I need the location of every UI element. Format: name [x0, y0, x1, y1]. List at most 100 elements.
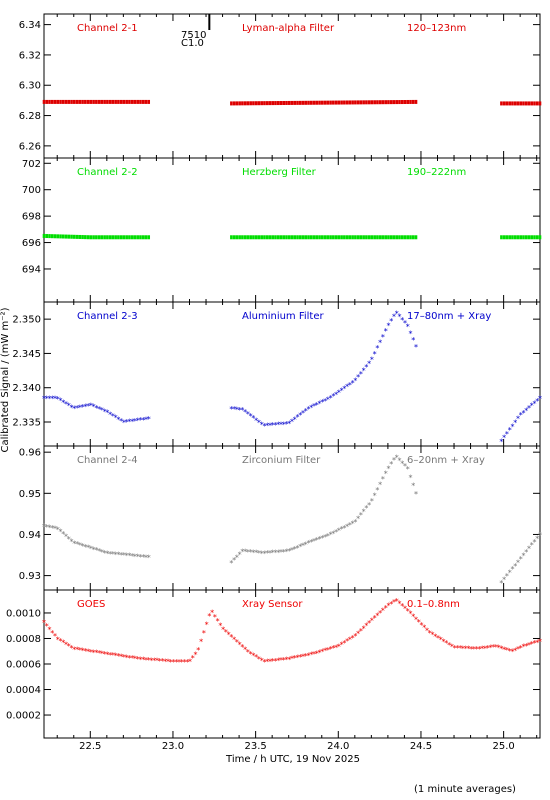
data-point: *	[513, 646, 517, 655]
data-point: *	[516, 415, 520, 424]
data-point: *	[50, 395, 54, 404]
data-point: *	[229, 633, 233, 642]
data-point	[332, 235, 335, 240]
data-point	[241, 101, 244, 106]
panel-3-band-label: 17–80nm + Xray	[407, 311, 491, 322]
data-point: *	[477, 645, 481, 654]
data-point: *	[136, 417, 140, 426]
data-point	[340, 235, 343, 240]
data-point: *	[535, 638, 539, 647]
data-point: *	[353, 632, 357, 641]
data-point	[147, 99, 151, 104]
data-point	[45, 234, 49, 239]
data-point: *	[364, 504, 368, 513]
footnote: (1 minute averages)	[414, 784, 516, 795]
data-point	[139, 235, 142, 240]
panel-4-filter-label: Zirconium Filter	[242, 455, 321, 466]
panel-1-frame	[43, 13, 541, 159]
data-point	[133, 235, 137, 240]
data-point: *	[158, 657, 162, 666]
data-point: *	[235, 406, 239, 415]
data-point: *	[532, 538, 536, 547]
data-point: *	[227, 630, 231, 639]
data-point: *	[340, 641, 344, 650]
data-point: *	[329, 531, 333, 540]
data-point: *	[273, 549, 277, 558]
panel-5-band-label: 0.1–0.8nm	[407, 599, 460, 610]
x-axis-title: Time / h UTC, 19 Nov 2025	[225, 754, 360, 765]
data-point: *	[260, 657, 264, 666]
data-point	[59, 99, 62, 104]
data-point	[409, 235, 412, 240]
data-point: *	[389, 460, 393, 469]
data-point: *	[320, 534, 324, 543]
data-point	[274, 101, 277, 106]
data-point: *	[138, 655, 142, 664]
data-point: *	[400, 459, 404, 468]
y-tick-label: 0.0008	[6, 634, 41, 645]
data-point: *	[516, 645, 520, 654]
data-point: *	[373, 491, 377, 500]
data-point	[530, 101, 534, 106]
data-point: *	[119, 653, 123, 662]
data-point: *	[290, 655, 294, 664]
data-point: *	[83, 543, 87, 552]
data-point: *	[53, 395, 57, 404]
data-point: *	[406, 607, 410, 616]
y-tick-label: 2.345	[12, 349, 41, 360]
data-point	[522, 101, 525, 106]
data-point: *	[293, 654, 297, 663]
panel-2-channel-label: Channel 2-2	[77, 167, 138, 178]
data-point	[42, 99, 46, 104]
data-point	[78, 234, 82, 239]
data-point	[64, 234, 68, 239]
data-point: *	[61, 639, 65, 648]
data-point: *	[320, 398, 324, 407]
data-point: *	[290, 546, 294, 555]
panel-5-filter-label: Xray Sensor	[242, 599, 303, 610]
data-point: *	[530, 402, 534, 411]
data-point	[505, 101, 509, 106]
data-point: *	[334, 643, 338, 652]
data-point	[89, 235, 93, 240]
y-tick-label: 0.0004	[6, 685, 41, 696]
data-point: *	[538, 531, 542, 540]
data-point: *	[89, 545, 93, 554]
data-point	[389, 235, 393, 240]
data-point: *	[122, 551, 126, 560]
data-point	[345, 235, 349, 240]
data-point: *	[191, 654, 195, 663]
data-point: *	[194, 650, 198, 659]
data-point: *	[323, 647, 327, 656]
data-point: *	[130, 552, 134, 561]
data-point: *	[356, 515, 360, 524]
data-point: *	[86, 544, 90, 553]
data-point	[254, 101, 258, 106]
data-point: *	[411, 612, 415, 621]
data-point	[370, 235, 374, 240]
data-point	[403, 100, 407, 105]
data-point: *	[359, 511, 363, 520]
data-point: *	[268, 657, 272, 666]
data-point: *	[290, 417, 294, 426]
data-point	[230, 235, 233, 240]
data-point: *	[510, 647, 514, 656]
data-point: *	[100, 406, 104, 415]
data-point: *	[508, 426, 512, 435]
y-tick-label: 6.26	[19, 141, 41, 152]
data-point	[362, 100, 365, 105]
data-point: *	[138, 553, 142, 562]
data-point: *	[246, 410, 250, 419]
data-point: *	[420, 621, 424, 630]
data-point: *	[472, 645, 476, 654]
data-point: *	[64, 640, 68, 649]
data-point	[411, 99, 415, 104]
y-tick-label: 0.0010	[6, 608, 41, 619]
data-point: *	[103, 650, 107, 659]
data-point: *	[431, 631, 435, 640]
data-point	[315, 235, 319, 240]
data-point	[130, 99, 134, 104]
data-point: *	[268, 421, 272, 430]
data-point: *	[318, 535, 322, 544]
x-tick-label: 24.0	[327, 741, 349, 752]
